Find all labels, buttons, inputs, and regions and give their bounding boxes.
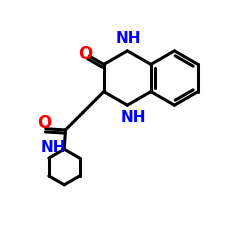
Text: NH: NH — [41, 140, 66, 156]
Text: O: O — [37, 114, 52, 132]
Text: O: O — [78, 44, 92, 62]
Text: NH: NH — [116, 32, 141, 46]
Text: NH: NH — [121, 110, 146, 125]
